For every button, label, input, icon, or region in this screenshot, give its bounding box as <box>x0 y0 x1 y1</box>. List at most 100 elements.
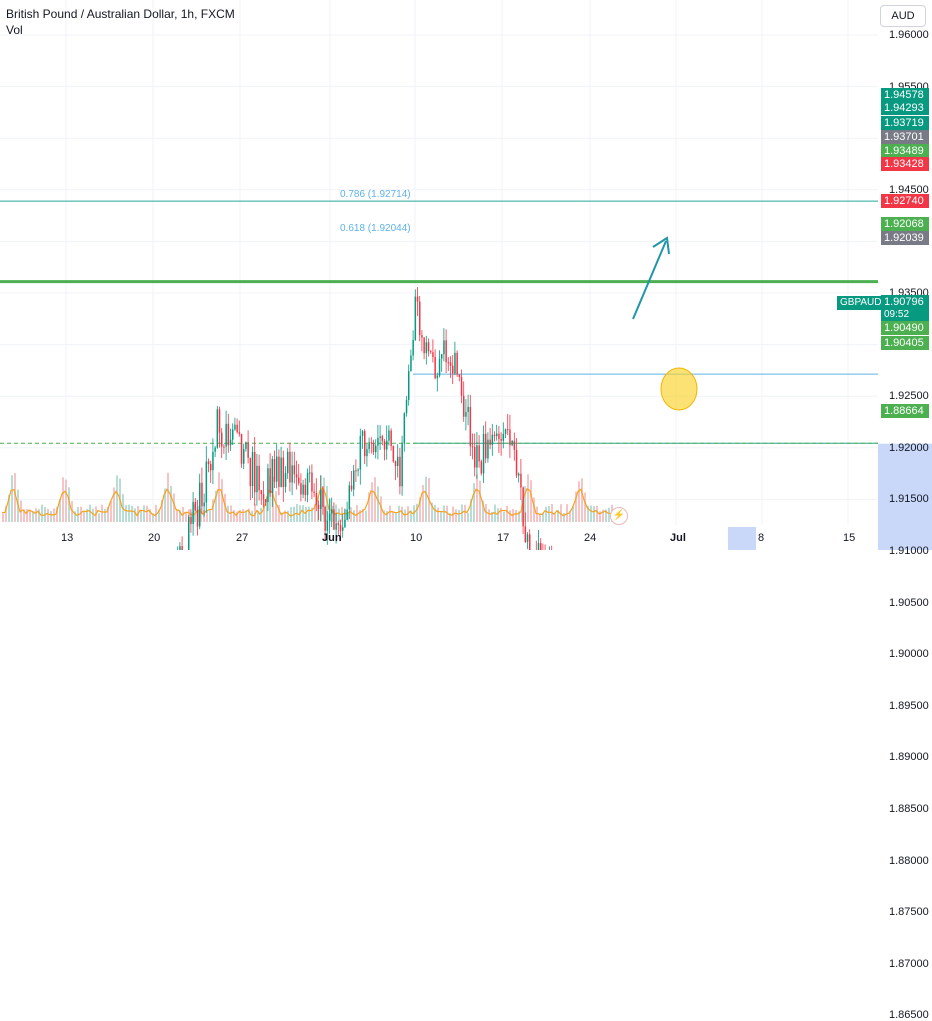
candle <box>179 546 181 550</box>
candle <box>262 494 265 500</box>
candle <box>315 492 318 505</box>
date-tick: 13 <box>61 532 74 544</box>
volume-bar <box>563 513 565 522</box>
candle <box>271 459 274 494</box>
volume-bar <box>185 513 187 522</box>
candle <box>218 409 221 433</box>
volume-bar <box>179 510 181 522</box>
volume-bar <box>212 499 214 522</box>
candle <box>474 446 476 468</box>
date-tick: Jun <box>322 532 342 544</box>
volume-bar <box>146 505 148 522</box>
volume-bar <box>5 505 7 522</box>
volume-bar <box>290 507 292 522</box>
volume-bar <box>605 509 607 522</box>
volume-bar <box>152 513 154 522</box>
candle <box>476 445 478 468</box>
date-tick: 10 <box>410 532 423 544</box>
volume-bar <box>500 507 502 522</box>
volume-bar <box>482 500 484 522</box>
volume-bar <box>491 511 493 522</box>
candle <box>537 543 540 550</box>
candle <box>478 445 480 462</box>
volume-bar <box>440 511 442 522</box>
volume-bar <box>386 511 388 522</box>
volume-bar <box>329 499 331 522</box>
volume-bar <box>86 509 88 522</box>
volume-bar <box>515 510 517 522</box>
candle <box>412 339 414 356</box>
candle <box>421 335 423 338</box>
candle <box>500 439 502 441</box>
date-tick: 24 <box>584 532 597 544</box>
volume-bar <box>581 478 583 522</box>
volume-bar <box>608 507 610 522</box>
volume-bar <box>332 505 334 522</box>
volume-bar <box>11 475 13 522</box>
candle <box>405 399 408 414</box>
candle <box>399 456 401 487</box>
volume-bar <box>134 508 136 522</box>
volume-bar <box>422 485 424 522</box>
volume-bar <box>239 510 241 522</box>
candle <box>375 445 377 453</box>
candle <box>463 395 465 417</box>
candle <box>511 440 513 446</box>
volume-bar <box>74 511 76 522</box>
candle <box>526 534 529 542</box>
candle <box>282 457 285 487</box>
candle <box>258 465 260 491</box>
candle <box>298 477 300 484</box>
lightning-icon[interactable]: ⚡ <box>610 507 628 525</box>
price-badge: 1.92740 <box>881 194 929 208</box>
candle <box>284 473 287 487</box>
candle <box>181 546 183 550</box>
volume-bar <box>236 511 238 522</box>
price-tick: 1.90000 <box>889 648 929 661</box>
candle <box>432 352 434 357</box>
volume-bar <box>266 495 268 522</box>
candle <box>423 337 425 354</box>
candle <box>249 457 252 487</box>
candle <box>504 429 507 434</box>
volume-bar <box>524 486 526 522</box>
volume-bar <box>470 499 472 522</box>
currency-button[interactable]: AUD <box>880 5 926 27</box>
volume-bar <box>506 505 508 522</box>
price-badge: 1.94293 <box>881 101 929 115</box>
volume-bar <box>407 506 409 522</box>
candle <box>364 431 366 457</box>
volume-bar <box>143 505 145 522</box>
candle <box>227 423 230 446</box>
candle <box>524 526 527 542</box>
candle <box>238 432 241 434</box>
candle <box>216 409 219 448</box>
volume-bar <box>593 506 595 522</box>
candle <box>361 431 364 436</box>
candle <box>192 501 194 525</box>
volume-bar <box>245 510 247 522</box>
volume-bar <box>548 505 550 522</box>
price-badge: 1.93701 <box>881 130 929 144</box>
volume-bar <box>284 510 286 522</box>
volume-bar <box>26 509 28 522</box>
candle <box>335 523 337 530</box>
volume-bar <box>479 480 481 522</box>
volume-bar <box>527 474 529 522</box>
volume-ma-line <box>1 486 618 517</box>
chart-canvas[interactable] <box>0 0 932 550</box>
volume-bar <box>377 486 379 522</box>
volume-bar <box>2 513 4 522</box>
fib-label-618: 0.618 (1.92044) <box>340 223 411 234</box>
candle <box>339 524 342 531</box>
candle <box>221 432 223 447</box>
symbol-tag: GBPAUD <box>837 296 885 310</box>
candle <box>485 433 487 459</box>
candle <box>251 451 254 487</box>
candle <box>491 434 494 445</box>
volume-bar <box>281 512 283 522</box>
volume-bar <box>371 482 373 522</box>
price-tick: 1.87000 <box>889 957 929 970</box>
arrow-head <box>652 236 670 255</box>
price-badge: 1.93489 <box>881 144 929 158</box>
